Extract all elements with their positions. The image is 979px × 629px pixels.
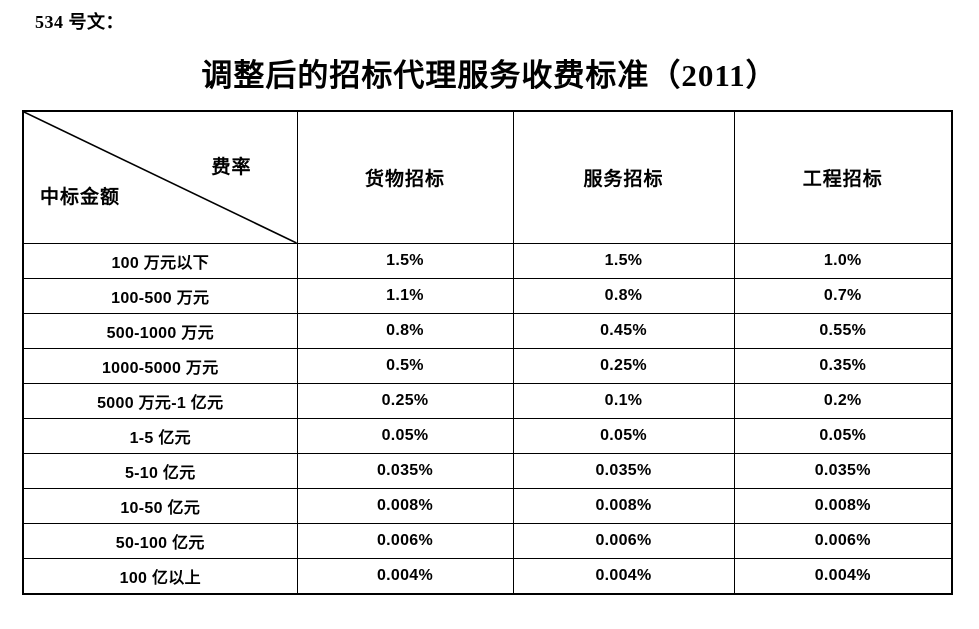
column-header-engineering: 工程招标 [733,110,953,244]
row-label: 100 万元以下 [22,243,298,279]
rate-cell: 0.25% [512,348,735,384]
rate-cell: 0.006% [296,523,514,559]
rate-cell: 0.05% [733,418,953,454]
row-label: 1000-5000 万元 [22,348,298,384]
rate-cell: 0.7% [733,278,953,314]
page-title: 调整后的招标代理服务收费标准（2011） [201,58,778,93]
table-row: 5000 万元-1 亿元 0.25% 0.1% 0.2% [22,383,953,419]
row-label: 50-100 亿元 [22,523,298,559]
rate-cell: 0.035% [512,453,735,489]
rate-cell: 0.006% [733,523,953,559]
rate-cell: 0.05% [512,418,735,454]
fee-table: 费率 中标金额 货物招标 服务招标 工程招标 100 万元以下 1.5% 1.5… [22,110,953,595]
table-row: 5-10 亿元 0.035% 0.035% 0.035% [22,453,953,489]
corner-label-amount: 中标金额 [40,187,121,208]
column-header-services: 服务招标 [512,110,735,244]
rate-cell: 0.8% [296,313,514,349]
rate-cell: 0.035% [733,453,953,489]
row-label: 1-5 亿元 [22,418,298,454]
rate-cell: 0.006% [512,523,735,559]
rate-cell: 0.8% [512,278,735,314]
rate-cell: 0.25% [296,383,514,419]
table-row: 10-50 亿元 0.008% 0.008% 0.008% [22,488,953,524]
table-row: 1-5 亿元 0.05% 0.05% 0.05% [22,418,953,454]
row-label: 5-10 亿元 [22,453,298,489]
row-label: 100-500 万元 [22,278,298,314]
row-label: 100 亿以上 [22,558,298,595]
table-row: 100 亿以上 0.004% 0.004% 0.004% [22,558,953,595]
rate-cell: 0.004% [296,558,514,595]
rate-cell: 0.55% [733,313,953,349]
rate-cell: 0.004% [512,558,735,595]
table-row: 500-1000 万元 0.8% 0.45% 0.55% [22,313,953,349]
diagonal-divider-line [24,112,297,243]
rate-cell: 1.1% [296,278,514,314]
table-row: 100-500 万元 1.1% 0.8% 0.7% [22,278,953,314]
table-row: 50-100 亿元 0.006% 0.006% 0.006% [22,523,953,559]
rate-cell: 0.008% [512,488,735,524]
header-row: 费率 中标金额 货物招标 服务招标 工程招标 [22,110,953,244]
rate-cell: 0.05% [296,418,514,454]
rate-cell: 0.008% [296,488,514,524]
rate-cell: 0.45% [512,313,735,349]
rate-cell: 0.1% [512,383,735,419]
rate-cell: 0.2% [733,383,953,419]
rate-cell: 0.035% [296,453,514,489]
row-label: 500-1000 万元 [22,313,298,349]
column-header-goods: 货物招标 [296,110,514,244]
corner-cell: 费率 中标金额 [22,110,298,244]
rate-cell: 0.004% [733,558,953,595]
table-row: 1000-5000 万元 0.5% 0.25% 0.35% [22,348,953,384]
rate-cell: 0.35% [733,348,953,384]
doc-number: 534 号文： [35,12,124,32]
rate-cell: 0.5% [296,348,514,384]
rate-cell: 1.5% [296,243,514,279]
row-label: 10-50 亿元 [22,488,298,524]
rate-cell: 0.008% [733,488,953,524]
rate-cell: 1.0% [733,243,953,279]
row-label: 5000 万元-1 亿元 [22,383,298,419]
corner-label-rate: 费率 [211,157,252,178]
rate-cell: 1.5% [512,243,735,279]
table-row: 100 万元以下 1.5% 1.5% 1.0% [22,243,953,279]
